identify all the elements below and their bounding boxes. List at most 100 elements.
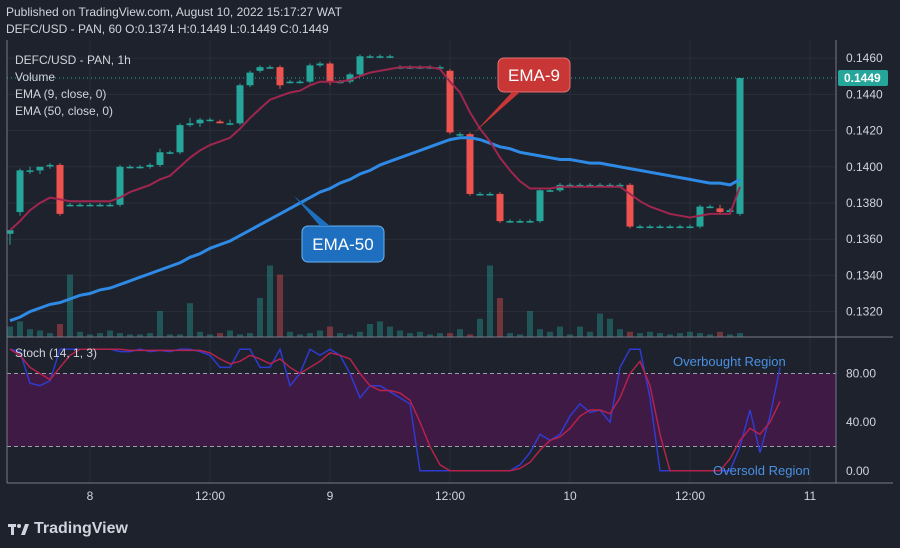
oversold-label: Oversold Region xyxy=(713,463,810,478)
volume-bar xyxy=(127,334,133,337)
candle-body xyxy=(136,166,144,169)
volume-bar xyxy=(367,324,373,337)
volume-bar xyxy=(427,334,433,337)
volume-bar xyxy=(27,329,33,337)
ema9-line xyxy=(9,66,741,231)
candle-body xyxy=(16,170,24,213)
time-tick-label: 10 xyxy=(563,489,577,503)
volume-bar xyxy=(497,298,503,337)
ema-lines xyxy=(7,66,836,323)
callouts: EMA-9 EMA-50 xyxy=(294,57,571,263)
volume-bar xyxy=(277,274,283,337)
volume-bar xyxy=(187,303,193,337)
time-tick-label: 12:00 xyxy=(195,489,225,503)
volume-bar xyxy=(587,331,593,337)
volume-bar xyxy=(97,333,103,337)
volume-bar xyxy=(657,333,663,337)
ema50-callout-pointer xyxy=(294,196,330,226)
volume-bar xyxy=(537,329,543,337)
candle-body xyxy=(56,164,64,214)
candle-body xyxy=(656,226,664,229)
price-tick-label: 0.1360 xyxy=(846,232,883,246)
candle-body xyxy=(676,226,684,229)
volume-bar xyxy=(337,333,343,337)
tradingview-footer[interactable]: TradingView xyxy=(8,520,128,538)
candle-body xyxy=(116,166,124,205)
candle-body xyxy=(86,204,94,207)
axes xyxy=(6,40,893,484)
ema50-callout-label: EMA-50 xyxy=(312,235,373,254)
ema50-callout-box xyxy=(301,225,385,263)
candle-body xyxy=(236,85,244,124)
published-line: Published on TradingView.com, August 10,… xyxy=(6,5,342,19)
stoch-tick-label: 80.00 xyxy=(846,367,876,381)
candle-body xyxy=(306,65,314,82)
stoch-band xyxy=(7,373,836,447)
candle-body xyxy=(126,166,134,169)
volume-bar xyxy=(727,334,733,337)
main-title: DEFC/USD - PAN, 1h xyxy=(15,53,131,67)
stoch-d-line xyxy=(9,348,781,472)
candle-body xyxy=(576,184,584,187)
candle-body xyxy=(536,190,544,222)
volume-bar xyxy=(667,334,673,337)
candle-body xyxy=(616,184,624,187)
stoch-band-fill xyxy=(7,373,836,447)
candle-body xyxy=(486,193,494,196)
candle-body xyxy=(566,184,574,187)
volume-bar xyxy=(327,326,333,337)
legend-volume: Volume xyxy=(15,70,55,84)
ema9-callout-label: EMA-9 xyxy=(508,66,560,85)
volume-bar xyxy=(37,330,43,337)
candle-body xyxy=(216,121,224,124)
volume-bar xyxy=(387,326,393,337)
candle-body xyxy=(446,70,454,133)
candle-body xyxy=(36,166,44,171)
volume-bar xyxy=(697,333,703,337)
volume-bar xyxy=(457,329,463,337)
volume-bar xyxy=(107,330,113,337)
candle-body xyxy=(586,184,594,187)
candle-body xyxy=(206,119,214,122)
volume-bar xyxy=(487,265,493,337)
candle-body xyxy=(26,170,34,172)
candle-body xyxy=(146,164,154,167)
volume-bar xyxy=(627,331,633,337)
price-tag-label: 0.1449 xyxy=(844,71,881,85)
candle-body xyxy=(736,78,744,214)
candle-body xyxy=(546,190,554,192)
candle-body xyxy=(516,221,524,223)
candle-body xyxy=(646,226,654,229)
candle-body xyxy=(606,184,614,187)
volume-bar xyxy=(147,333,153,337)
candle-body xyxy=(76,204,84,207)
volume-bar xyxy=(437,333,443,337)
volume-bar xyxy=(217,333,223,337)
candle-body xyxy=(256,67,264,71)
volume-bar xyxy=(687,331,693,337)
volume-bar xyxy=(67,274,73,337)
volume-bar xyxy=(597,313,603,337)
candle-body xyxy=(156,152,164,165)
candle-body xyxy=(66,204,74,207)
candle-body xyxy=(346,74,354,82)
price-tick-label: 0.1400 xyxy=(846,160,883,174)
volume-bar xyxy=(47,333,53,337)
stoch-lines xyxy=(9,347,781,472)
candle-body xyxy=(496,193,504,222)
time-tick-label: 11 xyxy=(804,489,817,503)
stoch-tick-label: 0.00 xyxy=(846,464,870,478)
candle-body xyxy=(286,81,294,84)
volume-bar xyxy=(227,330,233,337)
volume-bar xyxy=(677,333,683,337)
price-tick-label: 0.1320 xyxy=(846,305,883,319)
price-tick-label: 0.1380 xyxy=(846,196,883,210)
stoch-tick-label: 40.00 xyxy=(846,415,876,429)
volume-bars xyxy=(7,265,743,337)
candle-body xyxy=(196,119,204,124)
volume-bar xyxy=(7,326,13,337)
volume-bar xyxy=(547,331,553,337)
overbought-label: Overbought Region xyxy=(673,354,786,369)
candle-body xyxy=(376,56,384,58)
